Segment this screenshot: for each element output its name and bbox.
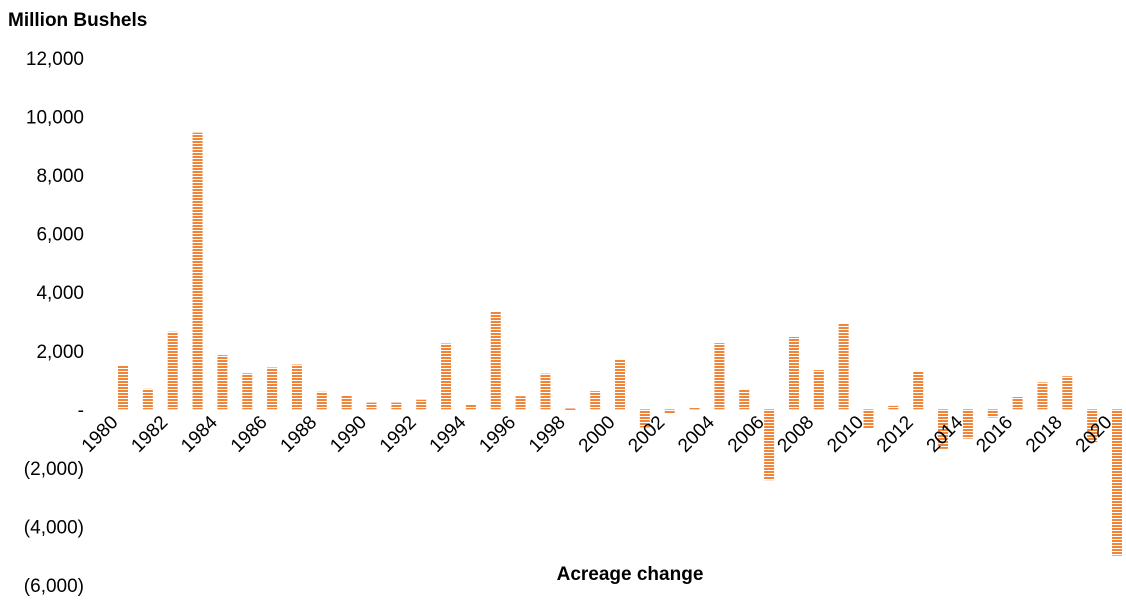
y-tick-label: - <box>78 400 84 421</box>
y-tick-label: 10,000 <box>26 108 84 129</box>
x-tick-label: 1980 <box>78 412 123 457</box>
bar-2012 <box>913 371 924 410</box>
bar-2018 <box>1062 376 1073 410</box>
bar-1988 <box>316 391 327 410</box>
bar-2003 <box>689 407 700 410</box>
y-tick-label: (6,000) <box>24 576 84 597</box>
bar-1997 <box>540 373 551 410</box>
bar-2001 <box>639 409 650 428</box>
x-tick-label: 2008 <box>774 412 819 457</box>
y-tick-label: 4,000 <box>36 283 84 304</box>
y-axis-ticks: (6,000) (4,000) (2,000) - 2,000 4,000 6,000 8,0… <box>24 49 84 597</box>
x-tick-label: 2002 <box>624 412 669 457</box>
bar-1994 <box>465 404 476 410</box>
bar-1981 <box>142 388 153 410</box>
y-tick-label: 6,000 <box>36 225 84 246</box>
bar-2020 <box>1112 409 1122 556</box>
bar-1983 <box>192 132 203 410</box>
bar-1990 <box>366 402 377 410</box>
x-axis-ticks: 1980 1982 1984 1986 1988 1990 1992 1994 1996 1998… <box>78 412 1117 457</box>
y-tick-label: 12,000 <box>26 49 84 70</box>
bar-1982 <box>167 331 178 410</box>
x-tick-label: 1992 <box>376 412 421 457</box>
bar-2000 <box>615 358 625 410</box>
bar-1992 <box>416 399 427 410</box>
bar-2011 <box>888 405 899 410</box>
bar-1996 <box>515 396 526 410</box>
bar-2005 <box>739 389 750 410</box>
y-tick-label: 2,000 <box>36 342 84 363</box>
x-tick-label: 2004 <box>674 412 719 457</box>
x-tick-label: 2014 <box>923 412 968 457</box>
bar-2004 <box>714 343 725 410</box>
y-tick-label: (4,000) <box>24 517 84 538</box>
x-tick-label: 1998 <box>525 412 570 457</box>
x-tick-label: 2010 <box>823 412 868 457</box>
x-tick-label: 1994 <box>426 412 471 457</box>
bar-2009 <box>838 323 849 410</box>
bar-2010 <box>863 409 874 429</box>
x-axis-title: Acreage change <box>556 564 704 585</box>
bar-1995 <box>490 311 501 410</box>
y-axis-title: Million Bushels <box>8 10 148 31</box>
bar-1993 <box>441 343 452 410</box>
bar-2006 <box>764 409 775 481</box>
bar-2002 <box>664 409 675 414</box>
bar-2008 <box>813 370 824 410</box>
x-tick-label: 1988 <box>277 412 322 457</box>
x-tick-label: 2020 <box>1072 412 1117 457</box>
bar-2007 <box>788 337 799 410</box>
x-tick-label: 2000 <box>575 412 620 457</box>
x-tick-label: 1996 <box>475 412 520 457</box>
x-tick-label: 1990 <box>326 412 371 457</box>
x-tick-label: 1984 <box>177 412 222 457</box>
x-tick-label: 2006 <box>724 412 769 457</box>
bar-2013 <box>938 409 949 449</box>
y-tick-label: (2,000) <box>24 459 84 480</box>
y-tick-label: 8,000 <box>36 166 84 187</box>
bar-1985 <box>242 373 253 410</box>
bar-2014 <box>962 409 973 439</box>
x-tick-label: 1986 <box>227 412 272 457</box>
x-tick-label: 2016 <box>972 412 1017 457</box>
x-tick-label: 2012 <box>873 412 918 457</box>
bar-1987 <box>291 364 302 410</box>
x-tick-label: 1982 <box>127 412 172 457</box>
bar-1980 <box>118 366 128 410</box>
bar-2017 <box>1037 382 1048 410</box>
bar-1999 <box>590 391 601 410</box>
bar-series <box>118 132 1122 556</box>
bar-1986 <box>267 367 278 410</box>
bar-2019 <box>1087 409 1098 443</box>
bar-2016 <box>1012 397 1023 410</box>
bar-1991 <box>391 402 402 410</box>
bar-1984 <box>217 355 228 410</box>
x-tick-label: 2018 <box>1022 412 1067 457</box>
bar-2015 <box>987 409 998 418</box>
bar-1998 <box>565 408 576 410</box>
bar-1989 <box>341 395 352 410</box>
